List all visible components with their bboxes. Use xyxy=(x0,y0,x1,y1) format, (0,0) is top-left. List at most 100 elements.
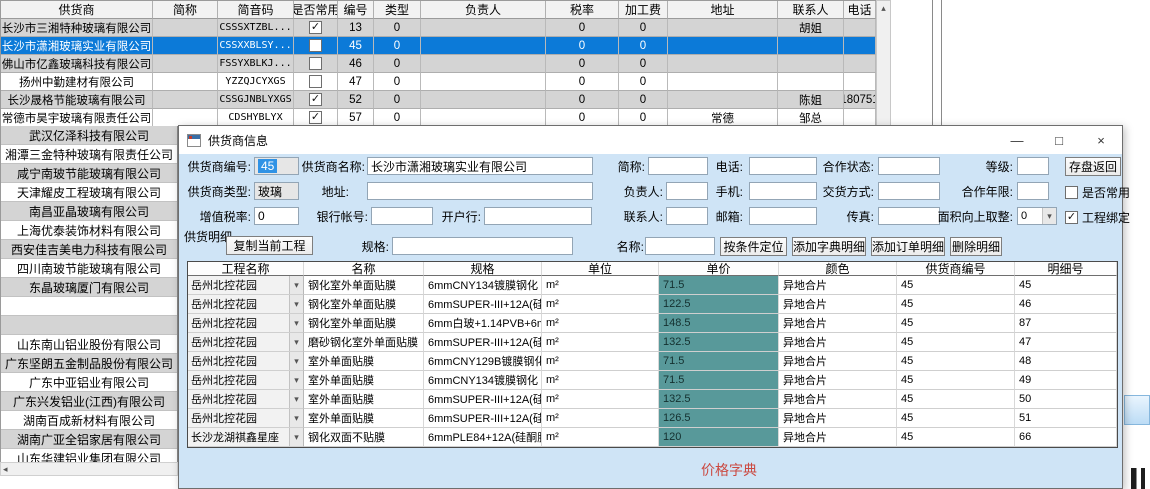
dialog-titlebar[interactable]: 供货商信息 — □ × xyxy=(179,126,1122,154)
list-item[interactable]: 广东中亚铝业有限公司 xyxy=(1,373,177,392)
grid-row[interactable]: 岳州北控花园 ▾ 钢化室外单面贴膜 6mmSUPER-III+12A(硅... m² 12… xyxy=(188,295,1117,314)
combo-arrow-icon[interactable]: ▾ xyxy=(289,352,303,370)
unit-price-cell[interactable]: 132.5 xyxy=(659,333,779,352)
mobile-input[interactable] xyxy=(749,182,817,200)
spec-input[interactable] xyxy=(392,237,573,255)
delete-detail-button[interactable]: 删除明细 xyxy=(950,237,1002,256)
column-header[interactable]: 是否常用 xyxy=(294,1,338,19)
grid-column-header[interactable]: 明细号 xyxy=(1015,262,1117,276)
list-item[interactable] xyxy=(1,297,177,316)
abbr-input[interactable] xyxy=(648,157,708,175)
project-name-combobox[interactable]: 岳州北控花园 ▾ xyxy=(188,314,304,333)
checkbox-checked-icon[interactable]: ✓ xyxy=(309,111,322,124)
grid-row[interactable]: 岳州北控花园 ▾ 室外单面贴膜 6mmCNY129B镀膜钢化 m² 71.5 异地合片 45 4… xyxy=(188,352,1117,371)
combo-arrow-icon[interactable]: ▾ xyxy=(289,333,303,351)
supplier-name-input[interactable] xyxy=(367,157,593,175)
list-item[interactable]: 上海优泰装饰材料有限公司 xyxy=(1,221,177,240)
list-item[interactable]: 四川南玻节能玻璃有限公司 xyxy=(1,259,177,278)
grid-row[interactable]: 岳州北控花园 ▾ 室外单面贴膜 6mmCNY134镀膜钢化 m² 71.5 异地合片 45 49 xyxy=(188,371,1117,390)
scroll-up-icon[interactable]: ▴ xyxy=(881,3,886,13)
grid-column-header[interactable]: 工程名称 xyxy=(188,262,304,276)
combo-arrow-icon[interactable]: ▾ xyxy=(289,428,303,446)
supplier-type-field[interactable]: 玻璃 xyxy=(254,182,299,200)
unit-price-cell[interactable]: 120 xyxy=(659,428,779,447)
phone-input[interactable] xyxy=(749,157,817,175)
grid-column-header[interactable]: 名称 xyxy=(304,262,424,276)
column-header[interactable]: 负责人 xyxy=(421,1,546,19)
grade-input[interactable] xyxy=(1017,157,1049,175)
list-item[interactable]: 湖南广亚全铝家居有限公司 xyxy=(1,430,177,449)
unit-price-cell[interactable]: 71.5 xyxy=(659,371,779,390)
grid-column-header[interactable]: 规格 xyxy=(424,262,542,276)
scroll-left-icon[interactable]: ◂ xyxy=(3,463,8,474)
list-item[interactable]: 广东坚朗五金制品股份有限公司 xyxy=(1,354,177,373)
list-item[interactable]: 山东南山铝业股份有限公司 xyxy=(1,335,177,354)
combo-arrow-icon[interactable]: ▾ xyxy=(1042,208,1056,224)
checkbox-unchecked-icon[interactable] xyxy=(309,57,322,70)
combo-arrow-icon[interactable]: ▾ xyxy=(289,390,303,408)
combo-arrow-icon[interactable]: ▾ xyxy=(289,371,303,389)
copy-current-project-button[interactable]: 复制当前工程 xyxy=(226,236,313,255)
column-header[interactable]: 加工费 xyxy=(619,1,668,19)
round-up-combobox[interactable]: 0 ▾ xyxy=(1017,207,1057,225)
column-header[interactable]: 地址 xyxy=(668,1,778,19)
coop-years-input[interactable] xyxy=(1017,182,1049,200)
address-input[interactable] xyxy=(367,182,593,200)
list-item[interactable]: 南昌亚晶玻璃有限公司 xyxy=(1,202,177,221)
grid-column-header[interactable]: 颜色 xyxy=(779,262,897,276)
column-header[interactable]: 类型 xyxy=(374,1,421,19)
combo-arrow-icon[interactable]: ▾ xyxy=(289,276,303,294)
unit-price-cell[interactable]: 148.5 xyxy=(659,314,779,333)
delivery-input[interactable] xyxy=(878,182,940,200)
supplier-no-field[interactable]: 45 xyxy=(254,157,299,175)
column-header[interactable]: 简称 xyxy=(153,1,218,19)
column-header[interactable]: 简音码 xyxy=(218,1,294,19)
add-order-detail-button[interactable]: 添加订单明细 xyxy=(871,237,945,256)
list-item[interactable]: 山东华建铝业集团有限公司 xyxy=(1,449,177,462)
project-name-combobox[interactable]: 岳州北控花园 ▾ xyxy=(188,371,304,390)
list-horizontal-scrollbar[interactable]: ◂ xyxy=(0,462,178,476)
checkbox-unchecked-icon[interactable] xyxy=(309,75,322,88)
checkbox-unchecked-icon[interactable] xyxy=(309,39,322,52)
project-binding-checkbox[interactable]: ✓ 工程绑定 xyxy=(1065,209,1130,226)
email-input[interactable] xyxy=(749,207,817,225)
grid-row[interactable]: 岳州北控花园 ▾ 磨砂钢化室外单面贴膜 6mmSUPER-III+12A(硅... m²… xyxy=(188,333,1117,352)
list-item[interactable]: 武汉亿泽科技有限公司 xyxy=(1,126,177,145)
checkbox-checked-icon[interactable]: ✓ xyxy=(309,21,322,34)
unit-price-cell[interactable]: 126.5 xyxy=(659,409,779,428)
name-input[interactable] xyxy=(645,237,715,255)
table-row[interactable]: 佛山市亿鑫玻璃科技有限公司 FSSYXBLKJ... 46 0 0 0 xyxy=(1,55,876,73)
project-name-combobox[interactable]: 长沙龙湖祺鑫星座 ▾ xyxy=(188,428,304,447)
grid-row[interactable]: 岳州北控花园 ▾ 室外单面贴膜 6mmSUPER-III+12A(硅... m² 126.… xyxy=(188,409,1117,428)
grid-row[interactable]: 岳州北控花园 ▾ 钢化室外单面贴膜 6mmCNY134镀膜钢化 m² 71.5 异地合片 45… xyxy=(188,276,1117,295)
list-item[interactable]: 西安佳吉美电力科技有限公司 xyxy=(1,240,177,259)
column-header[interactable]: 编号 xyxy=(338,1,374,19)
combo-arrow-icon[interactable]: ▾ xyxy=(289,314,303,332)
manager-input[interactable] xyxy=(666,182,708,200)
checkbox-checked-icon[interactable]: ✓ xyxy=(309,93,322,106)
contact-input[interactable] xyxy=(666,207,708,225)
list-item[interactable]: 湖南百成新材料有限公司 xyxy=(1,411,177,430)
project-name-combobox[interactable]: 岳州北控花园 ▾ xyxy=(188,390,304,409)
grid-row[interactable]: 长沙龙湖祺鑫星座 ▾钢化双面不贴膜6mmPLE84+12A(硅酮胶...m²120… xyxy=(188,428,1117,447)
list-item[interactable]: 东晶玻璃厦门有限公司 xyxy=(1,278,177,297)
coop-status-input[interactable] xyxy=(878,157,940,175)
bank-input[interactable] xyxy=(484,207,592,225)
list-item[interactable]: 咸宁南玻节能玻璃有限公司 xyxy=(1,164,177,183)
locate-by-condition-button[interactable]: 按条件定位 xyxy=(720,237,787,256)
column-header[interactable]: 联系人 xyxy=(778,1,844,19)
table-row[interactable]: 长沙市三湘特种玻璃有限公司 CSSSXTZBL... ✓ 13 0 0 0 胡姐 xyxy=(1,19,876,37)
column-header[interactable]: 电话 xyxy=(844,1,876,19)
maximize-button[interactable]: □ xyxy=(1038,126,1080,154)
project-name-combobox[interactable]: 岳州北控花园 ▾ xyxy=(188,409,304,428)
add-dictionary-detail-button[interactable]: 添加字典明细 xyxy=(792,237,866,256)
vat-input[interactable] xyxy=(254,207,299,225)
list-item[interactable]: 天津耀皮工程玻璃有限公司 xyxy=(1,183,177,202)
grid-column-header[interactable]: 单价 xyxy=(659,262,779,276)
grid-column-header[interactable]: 单位 xyxy=(542,262,659,276)
column-header[interactable]: 供货商 xyxy=(1,1,153,19)
unit-price-cell[interactable]: 132.5 xyxy=(659,390,779,409)
save-return-button[interactable]: 存盘返回 xyxy=(1065,157,1121,176)
bank-account-input[interactable] xyxy=(371,207,433,225)
